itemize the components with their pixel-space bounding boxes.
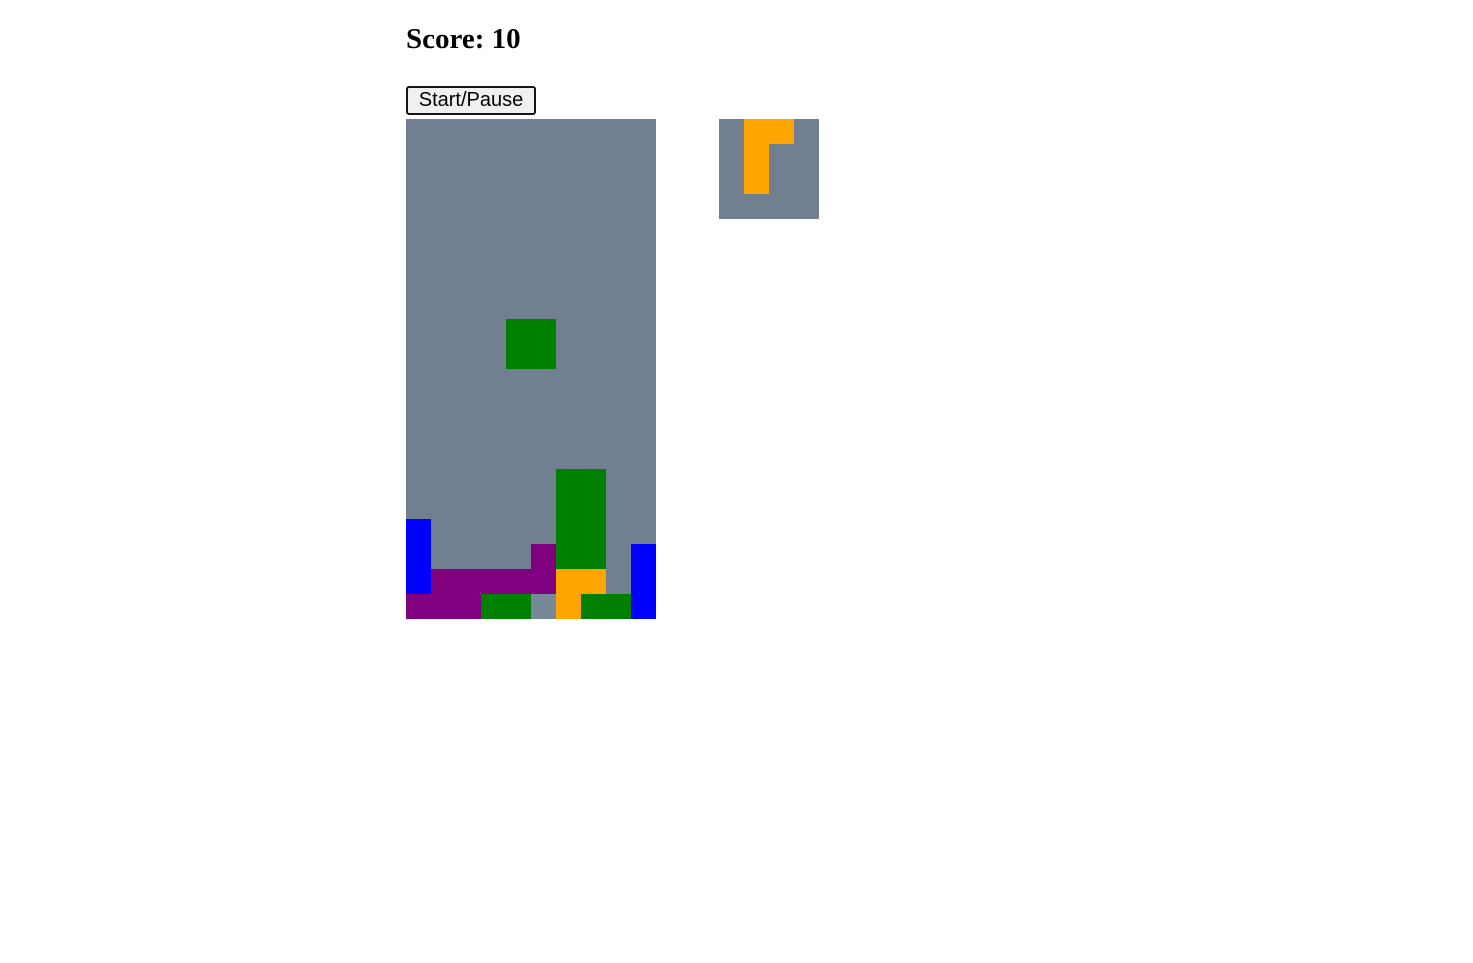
board-cell-green [506, 594, 531, 619]
board-cell-blue [406, 569, 431, 594]
score-value: 10 [491, 23, 521, 55]
board-cell-green [556, 544, 581, 569]
game-board [406, 119, 656, 619]
board-cell-purple [456, 594, 481, 619]
board-cell-purple [481, 569, 506, 594]
start-pause-button[interactable]: Start/Pause [406, 86, 536, 115]
board-cell-green [581, 544, 606, 569]
board-cell-green [581, 594, 606, 619]
score-label: Score: [406, 23, 485, 55]
board-cell-green [506, 319, 531, 344]
board-cell-green [556, 494, 581, 519]
board-cell-green [581, 494, 606, 519]
board-cell-blue [631, 594, 656, 619]
board-cell-green [556, 519, 581, 544]
board-cell-purple [456, 569, 481, 594]
board-cell-green [531, 319, 556, 344]
board-cell-orange [581, 569, 606, 594]
board-cell-purple [431, 569, 456, 594]
board-cell-gray [531, 594, 556, 619]
next-piece-preview [719, 119, 819, 219]
board-cell-blue [631, 569, 656, 594]
score-text: Score: 10 [406, 25, 521, 54]
board-cell-green [531, 344, 556, 369]
board-cell-purple [406, 594, 431, 619]
board-cell-purple [531, 569, 556, 594]
board-cell-green [581, 519, 606, 544]
board-cell-orange [556, 594, 581, 619]
board-cell-purple [506, 569, 531, 594]
board-cell-orange [556, 569, 581, 594]
board-cell-green [506, 344, 531, 369]
preview-cell-orange [744, 169, 769, 194]
board-cell-green [606, 594, 631, 619]
preview-cell-orange [744, 119, 769, 144]
preview-cell-orange [769, 119, 794, 144]
board-cell-green [581, 469, 606, 494]
board-cell-purple [531, 544, 556, 569]
board-cell-blue [406, 544, 431, 569]
preview-cell-orange [744, 144, 769, 169]
board-cell-blue [406, 519, 431, 544]
board-cell-blue [631, 544, 656, 569]
board-cell-green [556, 469, 581, 494]
board-cell-purple [431, 594, 456, 619]
board-cell-green [481, 594, 506, 619]
